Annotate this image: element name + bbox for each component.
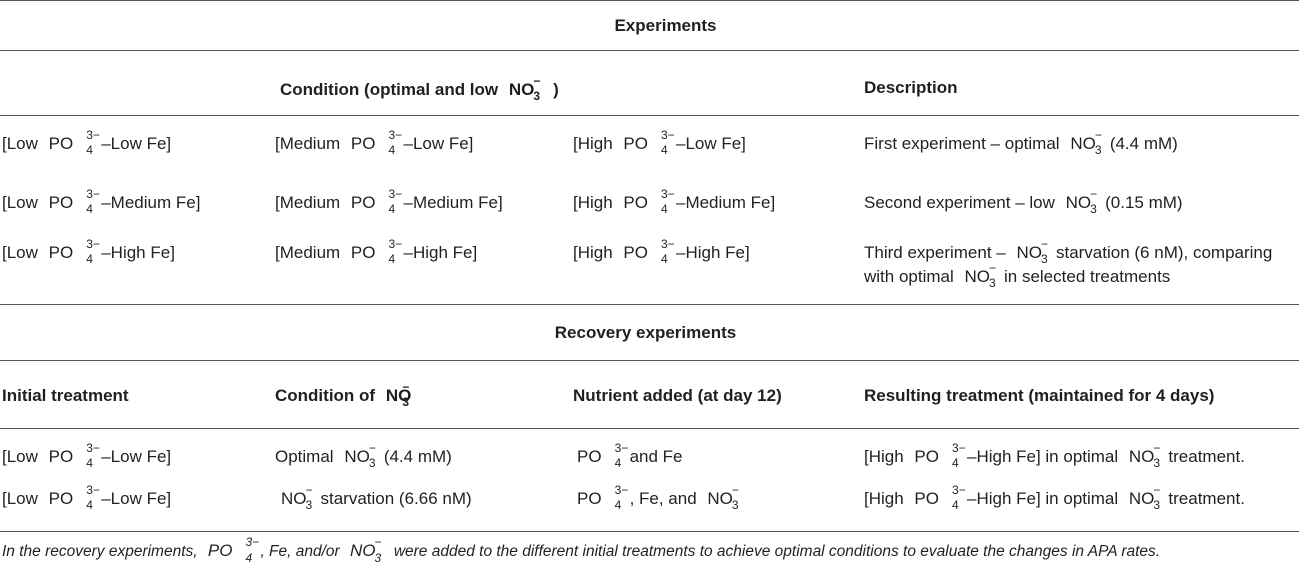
nitrate-ion: NO −3 xyxy=(508,74,541,103)
description-cell: First experiment – optimal NO −3 (4.4 mM) xyxy=(864,128,1178,157)
phosphate-ion: PO 3− 4 xyxy=(350,128,403,157)
nitrate-ion: NO −3 xyxy=(344,441,376,470)
resulting-treatment-cell: [High PO 3− 4 –High Fe] in optimal NO −3 trea… xyxy=(864,441,1245,470)
rule-after-recovery-headers xyxy=(0,428,1299,429)
nitrate-ion: NO −3 xyxy=(1128,483,1161,512)
treatment-cell-medium-po4: [Medium PO 3− 4 –High Fe] xyxy=(275,237,478,266)
phosphate-ion: PO 3− 4 xyxy=(48,441,100,470)
recovery-title: Recovery experiments xyxy=(554,323,737,342)
initial-treatment-header: Initial treatment xyxy=(2,386,129,405)
initial-treatment-cell: [Low PO 3− 4 –Low Fe] xyxy=(2,441,172,470)
conditions-header: Condition (optimal and low NO −3 ) xyxy=(280,74,559,103)
nitrate-condition-cell: NO −3 starvation (6.66 nM) xyxy=(281,483,472,512)
bottom-rule xyxy=(0,531,1299,532)
experiments-title: Experiments xyxy=(614,16,717,35)
nitrate-ion: NO −3 xyxy=(707,483,739,512)
phosphate-ion: PO 3− 4 xyxy=(914,483,966,512)
nitrate-ion: NO −3 xyxy=(385,380,412,409)
phosphate-ion: PO 3− 4 xyxy=(207,535,260,565)
top-rule xyxy=(0,0,1299,1)
nitrate-condition-cell: Optimal NO −3 (4.4 mM) xyxy=(275,441,452,470)
phosphate-ion: PO 3− 4 xyxy=(914,441,966,470)
nitrate-ion: NO −3 xyxy=(350,535,382,565)
rule-after-experiments xyxy=(0,304,1299,305)
resulting-treatment-header: Resulting treatment (maintained for 4 da… xyxy=(864,386,1215,405)
phosphate-ion: PO 3− 4 xyxy=(48,483,100,512)
treatment-cell-medium-po4: [Medium PO 3− 4 –Medium Fe] xyxy=(275,187,503,216)
nutrient-added-cell: PO 3− 4, Fe, and NO −3 xyxy=(577,483,739,512)
nitrate-ion: NO −3 xyxy=(964,261,997,290)
nitrate-ion: NO −3 xyxy=(281,483,313,512)
initial-treatment-cell: [Low PO 3− 4 –Low Fe] xyxy=(2,483,172,512)
phosphate-ion: PO 3− 4 xyxy=(350,187,403,216)
nutrient-added-header: Nutrient added (at day 12) xyxy=(573,386,782,405)
treatment-cell-low-po4: [Low PO 3− 4 –High Fe] xyxy=(2,237,175,266)
phosphate-ion: PO 3− 4 xyxy=(48,187,100,216)
resulting-treatment-cell: [High PO 3− 4 –High Fe] in optimal NO −3 trea… xyxy=(864,483,1245,512)
nitrate-ion: NO −3 xyxy=(1065,187,1098,216)
nitrate-ion: NO −3 xyxy=(1128,441,1161,470)
phosphate-ion: PO 3− 4 xyxy=(577,441,629,470)
rule-after-conditions-header xyxy=(0,115,1299,116)
description-cell: Third experiment – NO −3 starvation (6 nM)… xyxy=(864,237,1273,266)
nitrate-ion: NO −3 xyxy=(1070,128,1102,157)
phosphate-ion: PO 3− 4 xyxy=(623,187,675,216)
description-header: Description xyxy=(864,78,958,97)
nutrient-added-cell: PO 3− 4 and Fe xyxy=(577,441,683,470)
nitrate-ion: NO −3 xyxy=(1016,237,1048,266)
treatment-cell-high-po4: [High PO 3− 4 –Low Fe] xyxy=(573,128,746,157)
footnote: In the recovery experiments, PO 3− 4, Fe, … xyxy=(2,535,1161,565)
treatment-cell-low-po4: [Low PO 3− 4 –Medium Fe] xyxy=(2,187,201,216)
treatment-cell-high-po4: [High PO 3− 4 –High Fe] xyxy=(573,237,750,266)
phosphate-ion: PO 3− 4 xyxy=(48,128,100,157)
description-cell: Second experiment – low NO −3 (0.15 mM) xyxy=(864,187,1183,216)
description-cell-continued: with optimal NO −3 in selected treatments xyxy=(864,261,1171,290)
phosphate-ion: PO 3− 4 xyxy=(623,237,675,266)
rule-after-experiments-title xyxy=(0,50,1299,51)
rule-after-recovery-title xyxy=(0,360,1299,361)
phosphate-ion: PO 3− 4 xyxy=(577,483,629,512)
treatment-cell-medium-po4: [Medium PO 3− 4 –Low Fe] xyxy=(275,128,474,157)
treatment-cell-high-po4: [High PO 3− 4 –Medium Fe] xyxy=(573,187,776,216)
phosphate-ion: PO 3− 4 xyxy=(623,128,675,157)
condition-of-nitrate-header: Condition of NO −3 xyxy=(275,380,412,409)
phosphate-ion: PO 3− 4 xyxy=(350,237,403,266)
treatment-cell-low-po4: [Low PO 3− 4 –Low Fe] xyxy=(2,128,172,157)
phosphate-ion: PO 3− 4 xyxy=(48,237,100,266)
